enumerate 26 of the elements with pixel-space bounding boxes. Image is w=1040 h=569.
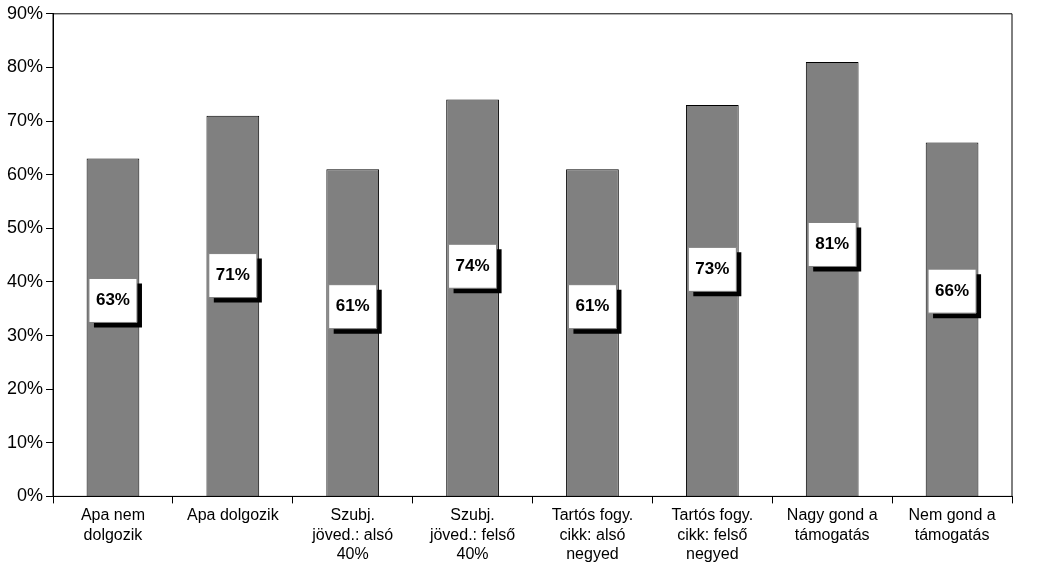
x-tick-label: Szubj. jöved.: alsó 40% — [311, 506, 394, 562]
y-tick-label: 40% — [7, 270, 44, 291]
x-tick-label: Tartós fogy. cikk: felső negyed — [671, 506, 754, 562]
data-label: 61% — [575, 296, 610, 316]
x-tick-label: Tartós fogy. cikk: alsó negyed — [551, 506, 634, 562]
y-tick-label: 80% — [7, 56, 44, 77]
data-label: 61% — [335, 296, 370, 316]
y-tick-label: 90% — [7, 2, 44, 23]
x-tick-label: Nagy gond a támogatás — [786, 506, 878, 543]
x-tick-label: Apa dolgozik — [187, 506, 280, 524]
data-label: 81% — [815, 234, 850, 254]
y-tick-label: 70% — [7, 110, 44, 131]
x-tick-label: Nem gond a támogatás — [908, 506, 996, 543]
y-tick-label: 0% — [17, 485, 44, 506]
data-label: 71% — [215, 265, 250, 285]
y-tick-label: 30% — [7, 324, 44, 345]
y-tick-label: 60% — [7, 163, 44, 184]
data-label: 74% — [455, 255, 490, 275]
y-tick-label: 10% — [7, 431, 44, 452]
data-label: 73% — [695, 259, 730, 279]
x-tick-label: Apa nem dolgozik — [80, 506, 145, 543]
x-tick-label: Szubj. jöved.: felső 40% — [428, 506, 516, 562]
data-label: 63% — [95, 290, 130, 310]
y-tick-label: 50% — [7, 217, 44, 238]
y-tick-label: 20% — [7, 378, 44, 399]
data-label: 66% — [935, 280, 970, 300]
